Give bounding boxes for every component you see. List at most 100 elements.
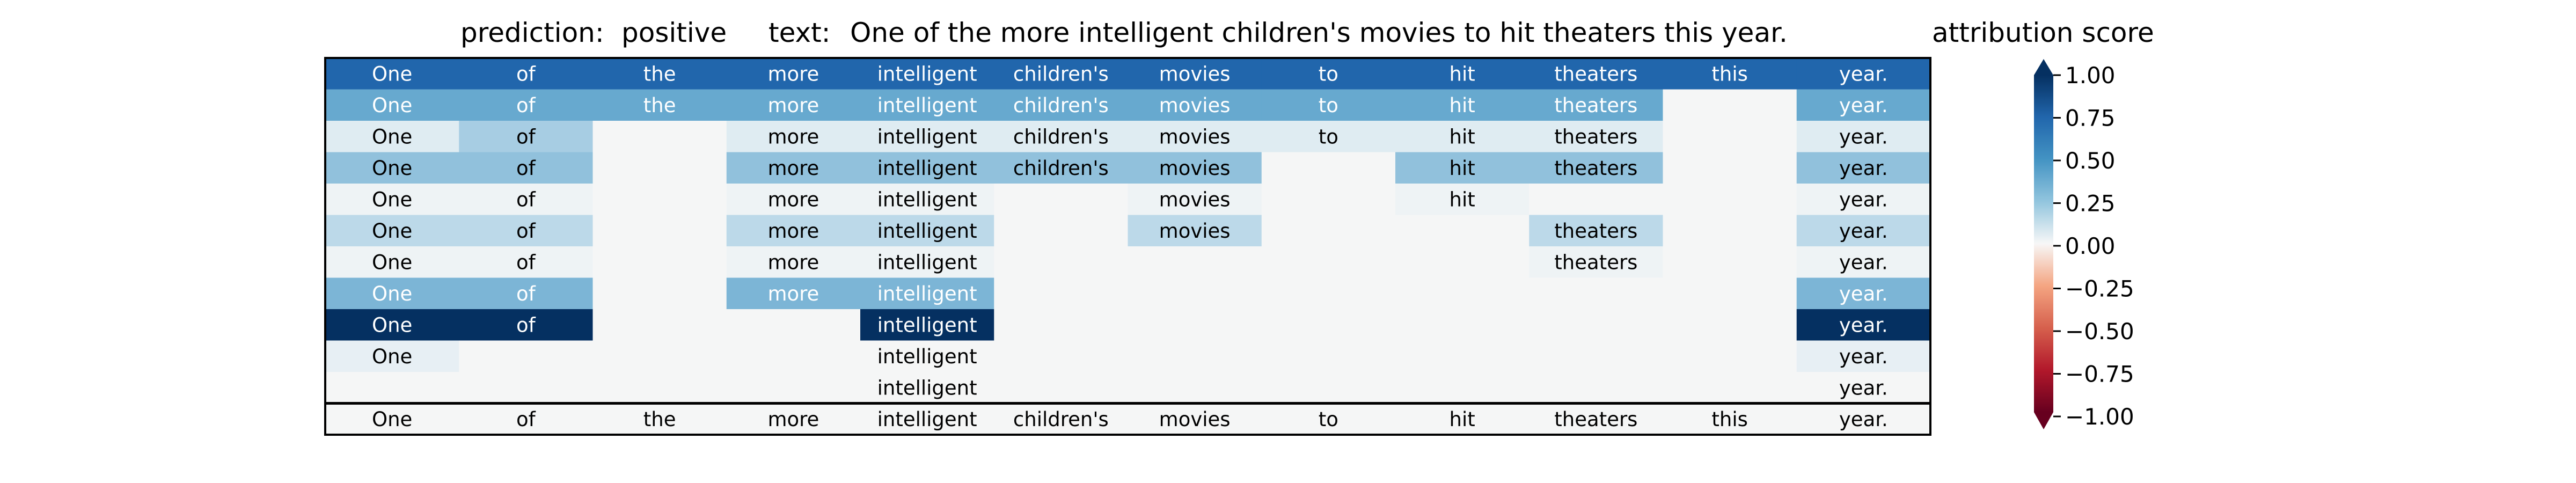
heatmap-cell [325, 184, 459, 216]
heatmap-cell-label: intelligent [877, 251, 977, 274]
heatmap-cell [1796, 58, 1931, 90]
footer-token-row: One of the more intelligent children's movies t… [325, 403, 1930, 435]
heatmap-cell-label: hit [1450, 188, 1475, 211]
heatmap-cell-label: intelligent [877, 282, 977, 305]
heatmap-cell-label: year. [1839, 282, 1888, 305]
heatmap-cell [1128, 246, 1262, 279]
heatmap-cell [1395, 372, 1529, 404]
heatmap-cell [459, 58, 594, 90]
colorbar-tick-label: 0.00 [2065, 233, 2116, 259]
heatmap-cell [994, 89, 1129, 121]
heatmap-cell [1796, 121, 1931, 153]
heatmap-cell [994, 121, 1129, 153]
colorbar-gradient [2034, 75, 2053, 412]
heatmap-cell [1529, 340, 1664, 372]
heatmap-cell [1529, 309, 1664, 341]
heatmap-cell-label: One [372, 157, 412, 180]
heatmap-cell-label: theaters [1554, 251, 1637, 274]
heatmap-cell [459, 121, 594, 153]
heatmap-cell [1128, 215, 1262, 247]
footer-token-label: theaters [1554, 408, 1637, 431]
heatmap-cell-label: One [372, 62, 412, 85]
heatmap-cell [325, 309, 459, 341]
heatmap-cell [994, 340, 1129, 372]
colorbar: attribution score 1.00 0.75 0.50 0.25 0.00 −0… [1932, 17, 2154, 430]
footer-token-label: to [1319, 408, 1338, 431]
heatmap-cell [726, 277, 861, 310]
heatmap-cell [592, 215, 727, 247]
heatmap-cell-label: more [767, 125, 819, 148]
heatmap-cell [592, 184, 727, 216]
footer-token-label: more [767, 408, 819, 431]
heatmap-cell [1261, 215, 1396, 247]
heatmap-cell-label: to [1319, 125, 1338, 148]
heatmap-cell [1796, 372, 1931, 404]
heatmap-cell-label: of [516, 219, 536, 243]
heatmap-cell [994, 372, 1129, 404]
heatmap-cell [1128, 58, 1262, 90]
heatmap-cell [459, 215, 594, 247]
colorbar-tick-label: 0.25 [2065, 191, 2116, 217]
heatmap-cell-label: year. [1839, 251, 1888, 274]
heatmap-cell [860, 89, 994, 121]
heatmap-cell [1529, 184, 1664, 216]
heatmap-cell [1529, 58, 1664, 90]
heatmap-cell [1395, 277, 1529, 310]
footer-token-label: of [516, 408, 536, 431]
heatmap-cell [1529, 246, 1664, 279]
heatmap-cell-label: year. [1839, 219, 1888, 243]
heatmap-cell-label: theaters [1554, 219, 1637, 243]
footer-token-label: this [1711, 408, 1748, 431]
heatmap-cell [726, 184, 861, 216]
heatmap-cell [1663, 277, 1797, 310]
heatmap-cell [994, 277, 1129, 310]
heatmap-cell-label: of [516, 62, 536, 85]
heatmap-cell-label: to [1319, 94, 1338, 117]
heatmap-cell-label: One [372, 251, 412, 274]
heatmap-cell-label: to [1319, 62, 1338, 85]
heatmap-cell-label: intelligent [877, 157, 977, 180]
heatmap-cell [1663, 340, 1797, 372]
heatmap-cell [325, 121, 459, 153]
text-label: text: [769, 17, 831, 48]
heatmap-cell-label: hit [1450, 125, 1475, 148]
heatmap-cell [1663, 58, 1797, 90]
heatmap-cell-label: hit [1450, 62, 1475, 85]
heatmap-cell [726, 89, 861, 121]
colorbar-tick-label: −0.50 [2065, 318, 2134, 345]
heatmap-cell [726, 340, 861, 372]
heatmap-cell [1261, 184, 1396, 216]
heatmap-cell-label: more [767, 62, 819, 85]
heatmap-cell [1128, 309, 1262, 341]
heatmap-cell [1663, 89, 1797, 121]
colorbar-title: attribution score [1932, 17, 2154, 48]
heatmap-cell [1529, 372, 1664, 404]
heatmap-cell [1395, 58, 1529, 90]
heatmap-cell [459, 372, 594, 404]
heatmap-cell [1796, 277, 1931, 310]
heatmap-cell [860, 215, 994, 247]
colorbar-tick-label: −0.75 [2065, 361, 2134, 387]
footer-token-label: children's [1013, 408, 1109, 431]
heatmap-cell [1395, 89, 1529, 121]
heatmap-cell-label: hit [1450, 157, 1475, 180]
heatmap-cell [1261, 121, 1396, 153]
heatmap-cell-label: of [516, 251, 536, 274]
heatmap-cell-label: intelligent [877, 313, 977, 336]
header: prediction: positive text: One of the mo… [460, 17, 1788, 48]
heatmap-cell [1261, 372, 1396, 404]
heatmap-cell-label: year. [1839, 94, 1888, 117]
colorbar-tick-label: 1.00 [2065, 62, 2116, 89]
heatmap-cell-label: theaters [1554, 94, 1637, 117]
heatmap-cell [325, 340, 459, 372]
heatmap-cell [1128, 277, 1262, 310]
heatmap-cell [1796, 215, 1931, 247]
heatmap-cell-label: movies [1159, 219, 1231, 243]
heatmap-cell-label: year. [1839, 125, 1888, 148]
colorbar-top-extension [2034, 59, 2053, 75]
heatmap-cell-label: intelligent [877, 376, 977, 399]
heatmap-cell [1261, 152, 1396, 184]
heatmap-cell-label: year. [1839, 345, 1888, 368]
heatmap-cell-label: of [516, 94, 536, 117]
heatmap-cell [1663, 184, 1797, 216]
